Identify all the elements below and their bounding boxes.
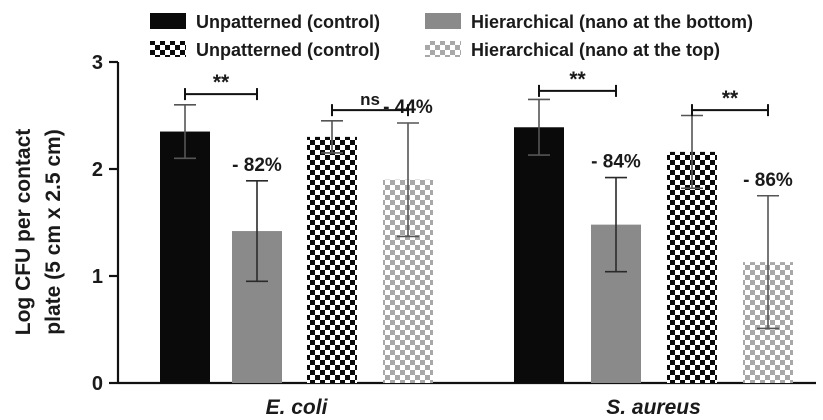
bars [160, 98, 793, 384]
legend-label: Unpatterned (control) [196, 40, 380, 60]
x-category-label: E. coli [266, 396, 329, 419]
percent-reduction-label: - 84% [591, 152, 641, 173]
legend-swatch [150, 13, 186, 29]
chart-legend: Unpatterned (control) Unpatterned (contro… [150, 12, 753, 60]
legend-label: Hierarchical (nano at the bottom) [471, 12, 753, 32]
y-tick-label: 0 [92, 373, 103, 395]
x-category-label: S. aureus [606, 396, 701, 419]
significance-label: ** [213, 71, 230, 94]
percent-reduction-label: - 86% [743, 170, 793, 191]
legend-label: Unpatterned (control) [196, 12, 380, 32]
bar [667, 151, 717, 383]
significance-label: ns [360, 90, 380, 109]
annotations: - 82%- 44%- 84%- 86%**ns**** [184, 68, 793, 191]
significance-label: ** [722, 87, 739, 110]
x-axis-labels: E. coli S. aureus [266, 396, 701, 419]
legend-label: Hierarchical (nano at the top) [471, 40, 720, 60]
bar [307, 136, 357, 383]
y-axis-label-line-1: Log CFU per contact [12, 129, 35, 336]
y-axis-title: Log CFU per contact plate (5 cm x 2.5 cm… [12, 129, 65, 336]
y-tick-label: 3 [92, 52, 103, 74]
y-tick-label: 1 [92, 266, 103, 288]
bar [160, 131, 210, 383]
percent-reduction-label: - 82% [232, 155, 282, 176]
bar [514, 127, 564, 384]
legend-swatch [425, 13, 461, 29]
significance-label: ** [569, 68, 586, 91]
y-axis-label-line-2: plate (5 cm x 2.5 cm) [42, 129, 65, 334]
legend-swatch [425, 41, 461, 57]
y-tick-label: 2 [92, 159, 103, 181]
legend-swatch [150, 41, 186, 57]
